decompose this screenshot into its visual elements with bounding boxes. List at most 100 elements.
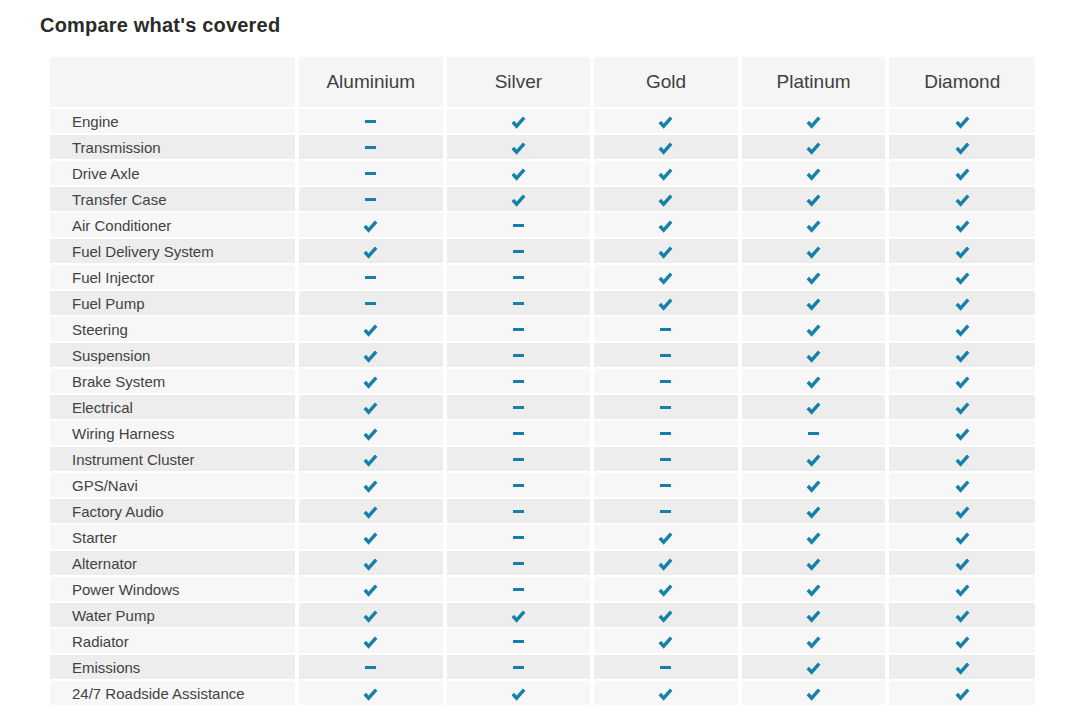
check-icon	[363, 506, 378, 519]
table-row: Engine	[50, 108, 1035, 134]
check-icon	[806, 636, 821, 649]
covered-cell	[592, 602, 740, 628]
covered-cell	[740, 160, 888, 186]
row-label: Electrical	[50, 394, 297, 420]
check-icon	[658, 142, 673, 155]
check-icon	[955, 454, 970, 467]
coverage-table-header: Aluminium Silver Gold Platinum Diamond	[50, 57, 1035, 108]
not-covered-cell	[592, 316, 740, 342]
check-icon	[955, 350, 970, 363]
table-row: Electrical	[50, 394, 1035, 420]
check-icon	[363, 402, 378, 415]
table-row: GPS/Navi	[50, 472, 1035, 498]
dash-icon	[365, 198, 376, 201]
check-icon	[806, 246, 821, 259]
check-icon	[955, 220, 970, 233]
check-icon	[363, 558, 378, 571]
dash-icon	[660, 666, 671, 669]
table-row: Water Pump	[50, 602, 1035, 628]
not-covered-cell	[297, 290, 445, 316]
table-row: Fuel Delivery System	[50, 238, 1035, 264]
check-icon	[955, 610, 970, 623]
check-icon	[955, 636, 970, 649]
covered-cell	[740, 472, 888, 498]
check-icon	[363, 532, 378, 545]
dash-icon	[513, 380, 524, 383]
covered-cell	[592, 238, 740, 264]
check-icon	[955, 298, 970, 311]
covered-cell	[592, 524, 740, 550]
not-covered-cell	[445, 264, 593, 290]
covered-cell	[445, 602, 593, 628]
check-icon	[658, 298, 673, 311]
covered-cell	[887, 524, 1035, 550]
covered-cell	[297, 498, 445, 524]
dash-icon	[513, 640, 524, 643]
check-icon	[806, 662, 821, 675]
table-row: Fuel Injector	[50, 264, 1035, 290]
check-icon	[955, 116, 970, 129]
check-icon	[955, 376, 970, 389]
row-label: Engine	[50, 108, 297, 134]
check-icon	[363, 454, 378, 467]
check-icon	[363, 688, 378, 701]
covered-cell	[297, 524, 445, 550]
dash-icon	[660, 510, 671, 513]
row-label: 24/7 Roadside Assistance	[50, 680, 297, 706]
covered-cell	[887, 134, 1035, 160]
table-row: Transmission	[50, 134, 1035, 160]
covered-cell	[887, 160, 1035, 186]
table-row: Instrument Cluster	[50, 446, 1035, 472]
check-icon	[363, 610, 378, 623]
plan-header-gold: Gold	[592, 57, 740, 108]
covered-cell	[887, 394, 1035, 420]
not-covered-cell	[445, 472, 593, 498]
check-icon	[658, 688, 673, 701]
covered-cell	[740, 446, 888, 472]
dash-icon	[513, 224, 524, 227]
check-icon	[806, 506, 821, 519]
check-icon	[658, 558, 673, 571]
table-row: Drive Axle	[50, 160, 1035, 186]
table-row: Power Windows	[50, 576, 1035, 602]
covered-cell	[887, 316, 1035, 342]
covered-cell	[887, 108, 1035, 134]
not-covered-cell	[592, 368, 740, 394]
check-icon	[806, 402, 821, 415]
not-covered-cell	[445, 654, 593, 680]
not-covered-cell	[445, 238, 593, 264]
check-icon	[806, 194, 821, 207]
covered-cell	[592, 264, 740, 290]
covered-cell	[592, 576, 740, 602]
row-label: Fuel Delivery System	[50, 238, 297, 264]
dash-icon	[365, 172, 376, 175]
check-icon	[806, 350, 821, 363]
covered-cell	[592, 290, 740, 316]
table-row: Wiring Harness	[50, 420, 1035, 446]
check-icon	[806, 532, 821, 545]
dash-icon	[513, 406, 524, 409]
plan-header-aluminium: Aluminium	[297, 57, 445, 108]
covered-cell	[297, 368, 445, 394]
dash-icon	[365, 302, 376, 305]
not-covered-cell	[592, 342, 740, 368]
table-row: Alternator	[50, 550, 1035, 576]
covered-cell	[740, 134, 888, 160]
coverage-table-body: EngineTransmissionDrive AxleTransfer Cas…	[50, 108, 1035, 706]
covered-cell	[887, 420, 1035, 446]
not-covered-cell	[592, 654, 740, 680]
dash-icon	[660, 380, 671, 383]
not-covered-cell	[445, 368, 593, 394]
covered-cell	[740, 628, 888, 654]
plan-header-platinum: Platinum	[740, 57, 888, 108]
check-icon	[658, 194, 673, 207]
covered-cell	[297, 316, 445, 342]
check-icon	[363, 376, 378, 389]
table-row: Air Conditioner	[50, 212, 1035, 238]
dash-icon	[513, 432, 524, 435]
covered-cell	[297, 628, 445, 654]
row-label: Air Conditioner	[50, 212, 297, 238]
check-icon	[955, 142, 970, 155]
covered-cell	[740, 212, 888, 238]
covered-cell	[887, 576, 1035, 602]
